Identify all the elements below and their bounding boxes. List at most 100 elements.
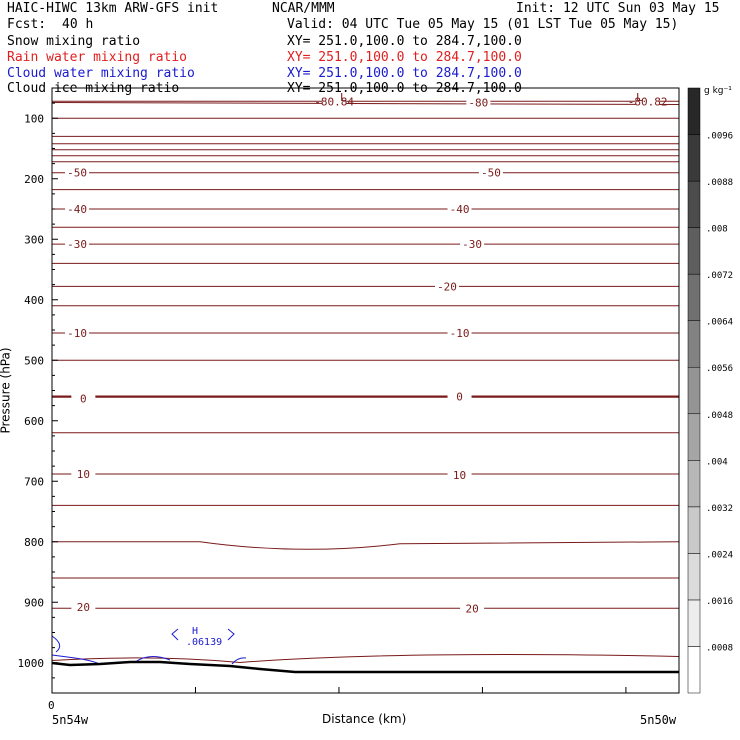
y-axis: 100 200 300 400 500 600 700 800 900 1000 [18,87,58,694]
forecast-hour: 40 h [62,17,94,32]
field-xy-cloudwater: XY= 251.0,100.0 to 284.7,100.0 [287,66,522,81]
isotherm-line [51,102,680,106]
contour-label-bg [322,95,347,108]
isotherm-line [52,541,680,550]
contour-label: -30 [67,238,87,251]
low-marker: L [636,91,643,104]
field-name-rain: Rain water mixing ratio [7,50,188,65]
field-xy-snow: XY= 251.0,100.0 to 284.7,100.0 [287,34,522,49]
terrain-surface [51,660,679,674]
colorbar-swatch [687,87,701,135]
cloud-water-contour [231,657,247,665]
x-axis [51,687,627,693]
contour-label: 0 [456,391,463,404]
y-tick-label: 600 [24,415,44,428]
contour-label: -30 [462,238,482,251]
contour-label-bg [71,392,96,405]
colorbar-label: .0064 [706,318,733,328]
colorbar-swatch [687,320,701,368]
colorbar-label: .008 [706,225,728,235]
cloud-water-max-symbol: H [192,626,199,637]
x-tick-label-0: 0 [48,699,55,712]
contour-label: 20 [465,602,478,615]
colorbar-label: .0008 [706,643,733,653]
plot-frame [51,87,680,694]
colorbar-label: .0048 [706,411,733,421]
field-xy-rain: XY= 251.0,100.0 to 284.7,100.0 [287,50,522,65]
low-marker: L [340,91,347,104]
contour-label-bg [447,327,472,340]
colorbar-label: .0072 [706,271,733,281]
contour-label: 10 [453,469,466,482]
cloud-water-max-value: .06139 [186,637,223,648]
colorbar-label: .0088 [706,178,733,188]
y-tick-label: 800 [24,536,44,549]
y-tick-label: 700 [24,475,44,488]
field-name-snow: Snow mixing ratio [7,34,141,49]
cloud-water-contour [134,656,171,663]
org-label: NCAR/MMM [272,1,335,16]
contour-label-bg [71,601,96,614]
contour-label: -40 [450,203,470,216]
contour-label-bg [460,238,485,251]
colorbar-swatch [687,599,701,647]
colorbar-unit: g kg⁻¹ [704,86,732,96]
y-tick-label: 200 [24,173,44,186]
contour-label: -80 [468,97,488,110]
colorbar-swatch [687,180,701,228]
isotherm-line [51,654,680,664]
x-end-label-right: 5n50w [640,713,677,727]
model-title: HAIC-HIWC 13km ARW-GFS init [7,1,219,16]
contour-label: -10 [450,327,470,340]
cloud-water-contour [51,635,61,653]
contour-label-bg [65,238,90,251]
contour-label-bg [447,390,472,403]
cloud-water-contour [171,628,179,641]
contour-label-bg [460,602,485,615]
colorbar-label: .0024 [706,550,733,560]
contour-label: -50 [481,167,501,180]
contour-label-bg [466,96,491,109]
colorbar-label: .0016 [706,597,733,607]
contour-label-bg [435,280,460,293]
contour-label-bg [478,166,503,179]
colorbar-label: .0032 [706,504,733,514]
contour-label: 20 [77,601,90,614]
x-axis-title: Distance (km) [322,712,407,726]
forecast-label: Fcst: [7,17,47,32]
contour-label: 0 [80,392,87,405]
y-tick-label: 1000 [18,657,45,670]
colorbar-swatch [687,646,701,694]
contour-label: -80.82 [628,95,668,108]
y-tick-label: 300 [24,233,44,246]
contour-label-bg [635,95,660,108]
colorbar-swatch [687,227,701,275]
y-tick-label: 900 [24,596,44,609]
contour-label: -20 [437,280,457,293]
colorbar-swatch [687,553,701,601]
contour-label: -50 [67,167,87,180]
colorbar-swatch [687,413,701,461]
field-name-cloudwater: Cloud water mixing ratio [7,66,195,81]
valid-time: Valid: 04 UTC Tue 05 May 15 (01 LST Tue … [287,17,679,32]
temperature-contours: -80.84 -80 -80.82 -50 -50 -40 -40 -30 -30 -20 -10 -… [51,95,680,664]
y-tick-label: 100 [24,112,44,125]
contour-label-bg [65,203,90,215]
colorbar-swatch [687,366,701,415]
contour-label: -10 [67,327,87,340]
contour-label-bg [65,327,90,340]
y-tick-label: 500 [24,354,44,367]
colorbar-swatch [687,273,701,321]
contour-label-bg [65,166,90,179]
contour-label: -80.84 [314,95,354,108]
contour-label: 10 [77,468,90,481]
contour-label-bg [447,203,472,215]
colorbar-swatch [687,460,701,508]
colorbar-label: .0096 [706,132,733,142]
contour-label-bg [447,469,472,482]
contour-label: -40 [67,203,87,216]
colorbar-swatch [687,134,701,182]
contour-label-bg [71,467,96,480]
colorbar-label: .004 [706,457,728,467]
